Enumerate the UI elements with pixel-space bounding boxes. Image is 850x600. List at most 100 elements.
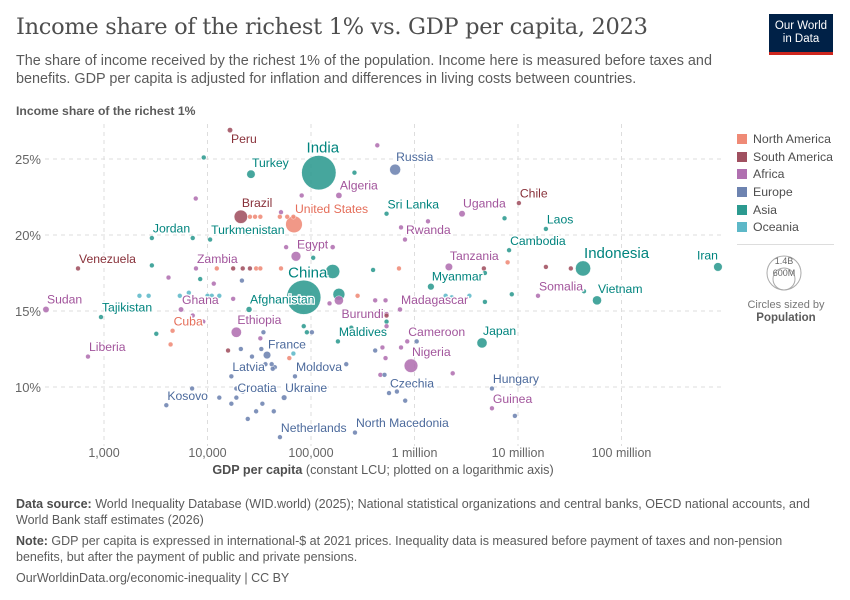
data-point xyxy=(201,154,207,161)
legend-item-oceania[interactable]: Oceania xyxy=(737,218,834,236)
data-point xyxy=(326,300,333,307)
point-tajikistan xyxy=(98,314,104,320)
point-label: Sudan xyxy=(47,292,82,306)
data-point xyxy=(167,341,174,348)
x-tick-label: 10,000 xyxy=(188,446,226,460)
point-uganda xyxy=(458,210,466,218)
point-label: Czechia xyxy=(390,377,434,391)
point-label: Ukraine xyxy=(285,381,327,395)
data-point xyxy=(258,346,264,352)
data-point xyxy=(372,347,378,354)
footer: Data source: World Inequality Database (… xyxy=(16,497,831,593)
point-brazil xyxy=(233,209,248,224)
data-point xyxy=(239,278,245,284)
logo-line-1: Our World xyxy=(774,20,828,32)
data-point xyxy=(372,297,378,303)
x-axis-title: GDP per capita (constant LCU; plotted on… xyxy=(0,463,766,477)
x-tick-label: 100,000 xyxy=(288,446,333,460)
size-circle-small xyxy=(772,267,796,291)
data-point xyxy=(398,224,404,231)
legend-swatch xyxy=(737,169,747,180)
y-tick-label: 25% xyxy=(15,152,41,167)
data-point xyxy=(238,346,244,352)
data-point xyxy=(501,215,508,221)
data-point xyxy=(449,294,455,300)
point-ukraine xyxy=(281,394,288,401)
data-point xyxy=(249,354,255,360)
point-label: Afghanistan xyxy=(250,293,314,307)
data-point xyxy=(370,267,376,273)
point-venezuela xyxy=(75,265,81,272)
data-point xyxy=(247,265,253,272)
point-maldives xyxy=(335,338,341,345)
point-label: Indonesia xyxy=(584,245,650,262)
point-chile xyxy=(516,200,522,206)
data-point xyxy=(329,244,336,250)
point-label: Sri Lanka xyxy=(388,197,440,211)
legend-label: South America xyxy=(753,149,833,164)
data-point xyxy=(228,401,234,407)
point-china xyxy=(286,280,322,315)
point-egypt xyxy=(290,251,302,262)
source-url[interactable]: OurWorldinData.org/economic-inequality |… xyxy=(16,571,290,585)
point-label: Turkmenistan xyxy=(211,223,284,237)
data-point xyxy=(247,214,253,220)
point-label: Ghana xyxy=(182,293,219,307)
legend-item-south-america[interactable]: South America xyxy=(737,148,834,166)
data-point xyxy=(200,319,206,325)
data-point xyxy=(394,388,400,395)
data-point xyxy=(466,293,472,299)
data-point xyxy=(425,218,431,224)
y-tick-label: 15% xyxy=(15,304,41,319)
legend-item-asia[interactable]: Asia xyxy=(737,201,834,219)
data-point xyxy=(396,265,402,272)
point-kosovo xyxy=(163,402,169,408)
point-label: Peru xyxy=(231,132,257,146)
data-point xyxy=(177,293,183,299)
data-point xyxy=(146,293,152,299)
data-point xyxy=(383,319,390,325)
point-label: Netherlands xyxy=(281,421,347,435)
data-point xyxy=(512,413,518,419)
size-legend: 1.4B 600M Circles sized by Population xyxy=(738,250,834,324)
point-czechia xyxy=(386,390,392,396)
point-croatia xyxy=(233,395,239,401)
data-point xyxy=(414,338,420,345)
size-label-large: 1.4B xyxy=(775,256,794,266)
legend-swatch xyxy=(737,186,747,197)
x-axis-title-bold: GDP per capita xyxy=(212,463,303,477)
data-point xyxy=(252,214,258,220)
point-netherlands xyxy=(277,434,283,440)
legend-swatch xyxy=(737,151,747,162)
data-point xyxy=(290,214,296,220)
data-point xyxy=(348,325,354,331)
legend-swatch xyxy=(737,222,747,233)
point-label: Russia xyxy=(396,150,433,164)
point-label: Japan xyxy=(483,324,516,338)
point-label: Rwanda xyxy=(406,223,451,237)
data-point xyxy=(482,270,488,276)
point-label: Iran xyxy=(697,249,718,263)
point-label: Liberia xyxy=(89,340,126,354)
data-point xyxy=(253,408,259,414)
data-point xyxy=(443,293,449,299)
data-point xyxy=(233,385,239,392)
legend-item-north-america[interactable]: North America xyxy=(737,130,834,148)
legend-item-africa[interactable]: Africa xyxy=(737,165,834,183)
data-point xyxy=(259,401,265,407)
point-label: Cameroon xyxy=(408,325,465,339)
point-turkmenistan xyxy=(207,236,213,243)
data-point xyxy=(190,235,196,241)
data-point xyxy=(260,329,267,335)
data-point xyxy=(197,276,203,282)
x-tick-label: 1 million xyxy=(392,446,438,460)
point-rwanda xyxy=(402,236,408,243)
point-afghanistan xyxy=(245,306,253,313)
legend-item-europe[interactable]: Europe xyxy=(737,183,834,201)
data-point xyxy=(190,312,196,319)
owid-logo[interactable]: Our World in Data xyxy=(769,14,833,55)
data-point xyxy=(149,262,155,269)
point-turkey xyxy=(246,169,256,179)
data-point xyxy=(186,290,192,296)
data-point xyxy=(568,265,574,272)
